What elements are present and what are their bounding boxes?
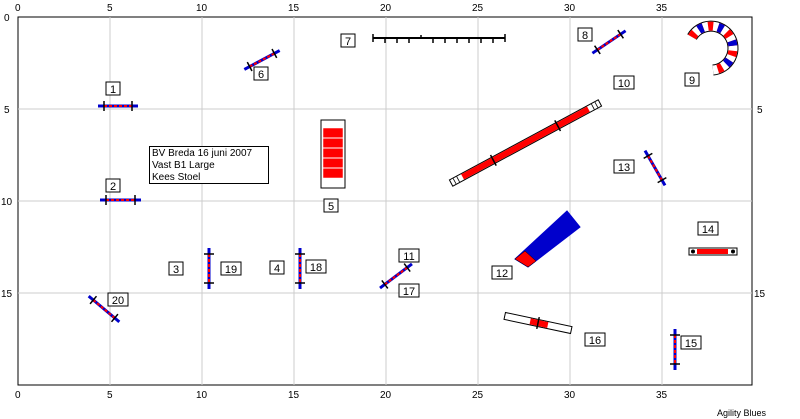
x-tick: 20 [380,3,392,14]
x-tick: 0 [15,3,21,14]
label-box: 10 [613,75,635,90]
label-text: 13 [618,162,630,174]
label-box: 18 [305,259,327,274]
y-axis-right: 5 15 [754,105,766,300]
label-text: 19 [225,264,237,276]
label-text: 7 [345,36,351,48]
jump-15 [670,329,680,370]
label-box: 6 [253,66,269,81]
x-tick: 0 [15,390,21,401]
x-tick: 30 [564,390,576,401]
label-box: 19 [220,261,242,276]
y-tick: 10 [1,197,13,208]
jump-4 [295,248,305,289]
a-frame-12 [514,210,581,268]
label-box: 20 [107,292,129,307]
y-tick: 5 [4,105,10,116]
label-text: 1 [110,84,116,96]
dog-walk-10 [448,99,603,187]
x-tick: 25 [472,3,484,14]
label-box: 12 [491,265,513,280]
label-text: 16 [589,335,601,347]
info-line-judge: Kees Stoel [152,172,201,183]
label-text: 14 [702,224,714,236]
see-saw-16 [503,311,573,335]
x-tick: 5 [107,3,113,14]
x-tick: 15 [288,3,300,14]
y-axis-left: 0 5 10 15 [1,13,13,300]
label-box: 8 [577,27,593,42]
label-text: 12 [496,268,508,280]
x-tick: 10 [196,390,208,401]
label-box: 17 [398,283,420,298]
x-tick: 25 [472,390,484,401]
x-tick: 20 [380,390,392,401]
label-box: 2 [105,178,121,193]
number-labels: 1 2 3 4 5 6 7 8 9 10 11 12 13 14 15 16 1… [105,27,719,350]
label-text: 5 [328,201,334,213]
label-box: 9 [684,72,700,87]
jump-1 [98,101,138,111]
label-text: 15 [685,338,697,350]
label-box: 7 [340,33,356,48]
label-box: 14 [697,221,719,236]
tunnel-5 [320,119,346,189]
info-line-event: BV Breda 16 juni 2007 [152,148,253,159]
label-box: 11 [398,248,420,263]
label-text: 17 [403,286,415,298]
x-tick: 10 [196,3,208,14]
y-tick: 15 [754,289,766,300]
footer-brand: Agility Blues [716,408,766,418]
label-box: 15 [680,335,702,350]
label-text: 3 [173,264,179,276]
label-text: 18 [310,262,322,274]
x-tick: 35 [656,390,668,401]
info-line-class: Vast B1 Large [152,160,215,171]
weave-poles-7 [372,34,506,43]
label-text: 9 [689,75,695,87]
label-text: 11 [403,251,414,263]
jump-2 [100,195,141,205]
label-text: 10 [618,78,630,90]
tyre-14 [688,247,738,256]
course-info-box: BV Breda 16 juni 2007 Vast B1 Large Kees… [149,146,269,184]
x-axis-bottom: 0 5 10 15 20 25 30 35 [15,390,668,401]
label-text: 8 [582,30,588,42]
jump-11 [379,262,413,290]
label-text: 2 [110,181,116,193]
x-tick: 5 [107,390,113,401]
jump-8 [591,29,627,55]
label-text: 20 [112,295,124,307]
y-tick: 5 [757,105,763,116]
x-tick: 35 [656,3,668,14]
jump-3 [204,248,214,289]
label-text: 4 [274,263,280,275]
label-box: 1 [105,81,121,96]
x-axis-top: 0 5 10 15 20 25 30 35 [15,3,668,14]
x-tick: 30 [564,3,576,14]
jump-20 [87,294,121,324]
label-text: 6 [258,69,264,81]
label-box: 16 [584,332,606,347]
y-tick: 0 [4,13,10,24]
label-box: 3 [168,261,184,276]
label-box: 4 [269,260,285,275]
jump-6 [243,48,281,72]
label-box: 13 [613,159,635,174]
label-box: 5 [323,198,339,213]
y-tick: 15 [1,289,13,300]
curved-tunnel-9 [687,20,739,76]
x-tick: 15 [288,390,300,401]
jump-13 [643,149,667,187]
